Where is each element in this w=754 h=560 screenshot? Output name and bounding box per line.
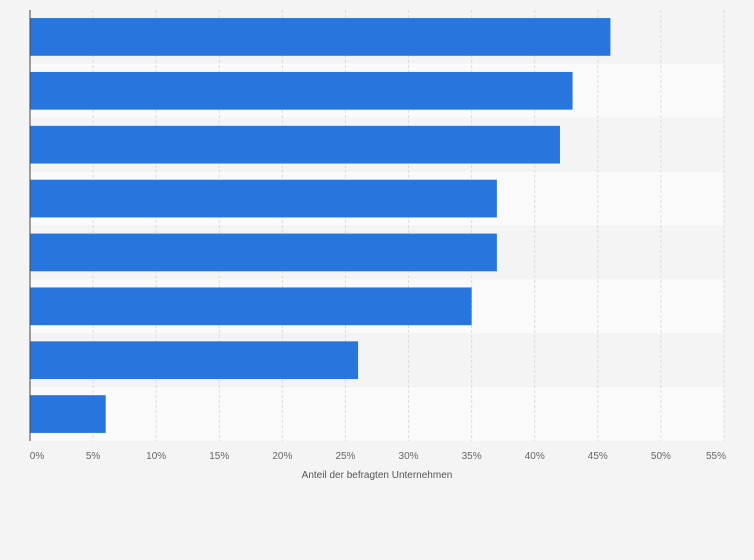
x-tick-label: 5%	[86, 451, 101, 462]
x-tick-label: 45%	[588, 451, 608, 462]
bar	[30, 287, 472, 326]
x-tick-label: 10%	[146, 451, 166, 462]
x-tick-label: 25%	[335, 451, 355, 462]
x-tick-label: 35%	[462, 451, 482, 462]
x-tick-label: 15%	[209, 451, 229, 462]
x-tick-labels: 0% 5% 10% 15% 20% 25% 30% 35% 40% 45% 50% 55%	[30, 451, 726, 462]
x-tick-label: 30%	[399, 451, 419, 462]
bars	[30, 18, 611, 433]
bar	[30, 71, 573, 110]
bar	[30, 341, 359, 380]
x-tick-label: 55%	[706, 451, 726, 462]
row-band	[30, 387, 724, 441]
x-axis-label: Anteil der befragten Unternehmen	[302, 470, 453, 481]
bar	[30, 125, 560, 164]
x-tick-label: 0%	[30, 451, 45, 462]
x-tick-label: 50%	[651, 451, 671, 462]
bar	[30, 18, 611, 56]
bar	[30, 179, 497, 218]
x-tick-label: 20%	[272, 451, 292, 462]
x-tick-label: 40%	[525, 451, 545, 462]
bar	[30, 395, 106, 433]
bar	[30, 233, 497, 272]
